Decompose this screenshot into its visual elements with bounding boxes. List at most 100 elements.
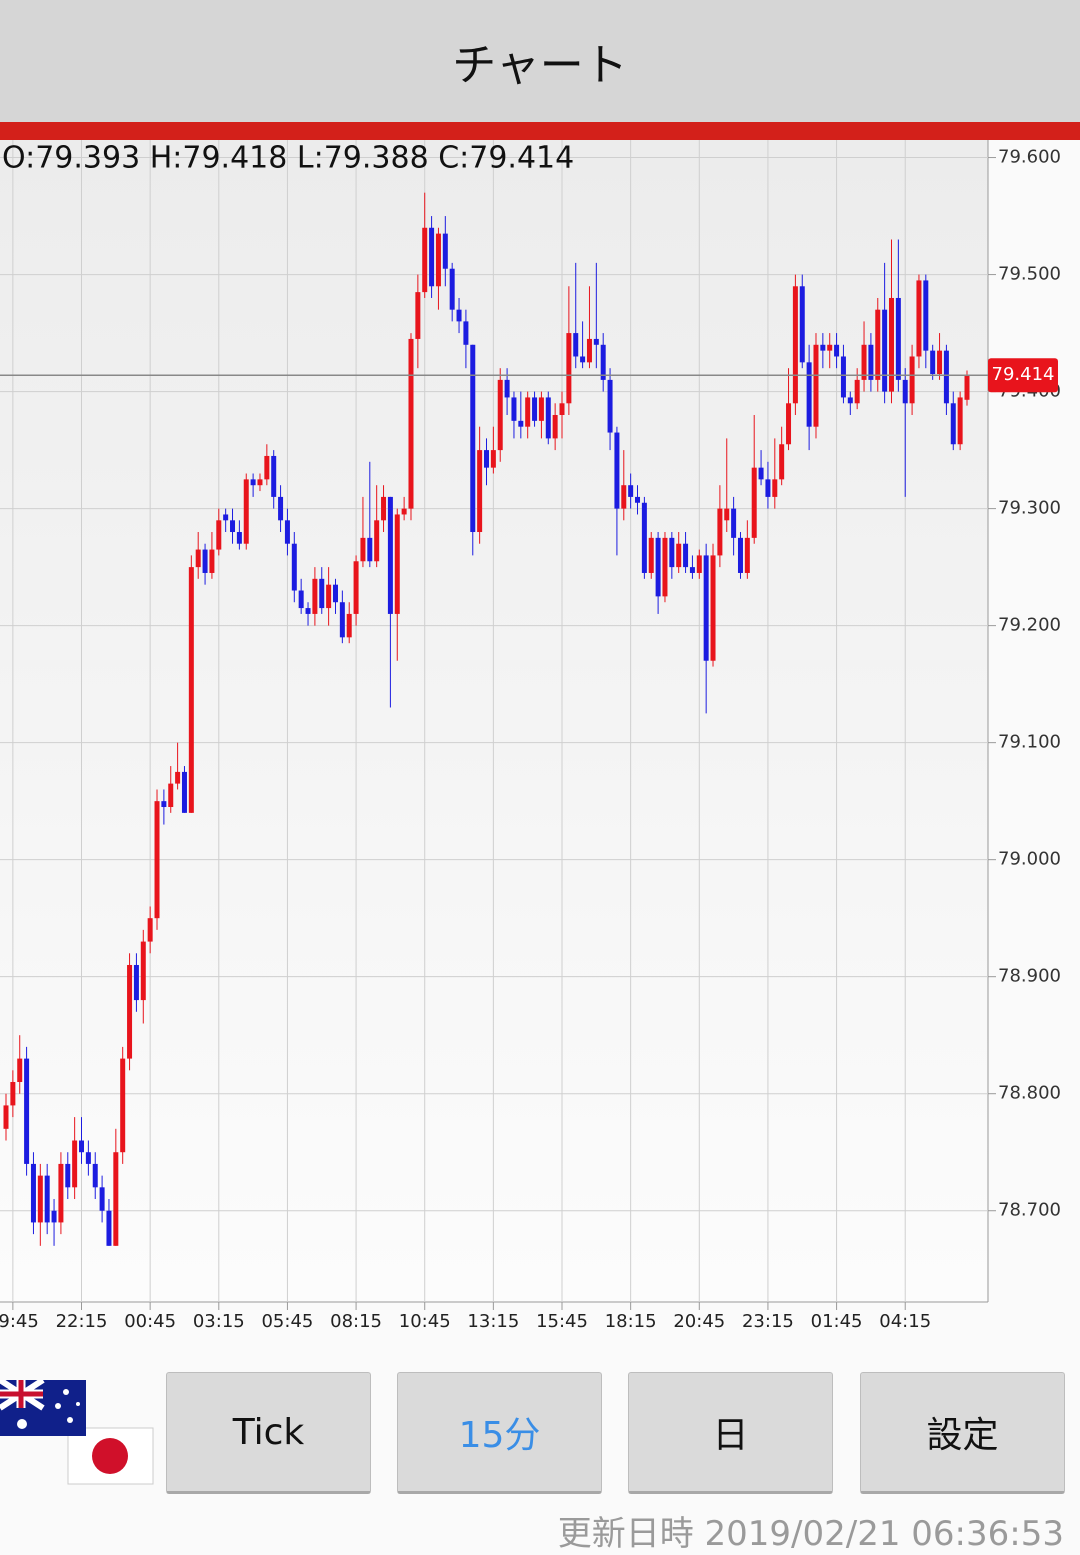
candle-body [65, 1163, 71, 1188]
update-time: 更新日時 2019/02/21 06:36:53 [558, 1506, 1064, 1555]
candle-body [484, 450, 489, 468]
candle-body [820, 344, 826, 351]
candle-body [779, 444, 785, 480]
candle-body [786, 403, 792, 445]
candle-body [161, 801, 167, 808]
au-flag-star [76, 1402, 80, 1406]
candle-body [799, 286, 805, 363]
header-bar [0, 122, 1080, 140]
candle-body [710, 555, 716, 661]
candle-body [875, 309, 881, 380]
candle-body [44, 1175, 50, 1223]
header: チャート [0, 0, 1080, 122]
candle-body [442, 233, 448, 269]
candle-body [408, 338, 414, 509]
candle-body [600, 344, 606, 380]
day-button[interactable]: 日 [628, 1372, 833, 1494]
candle-body [346, 613, 352, 638]
candle-body [607, 379, 613, 433]
candle-body [195, 549, 201, 568]
candle-body [168, 783, 174, 808]
axis-background [988, 140, 1080, 1302]
candle-body [964, 375, 970, 400]
candle-body [772, 479, 778, 497]
candle-body [30, 1163, 36, 1223]
candle-body [758, 467, 764, 480]
candle-body [387, 496, 393, 614]
y-tick-label: 79.200 [998, 615, 1061, 636]
candle-body [943, 350, 949, 404]
x-tick-label: 03:15 [193, 1311, 245, 1332]
au-flag-star [55, 1403, 61, 1409]
header-title: チャート [452, 40, 628, 91]
candle-body [635, 496, 641, 503]
candle-body [628, 485, 634, 497]
tick-button[interactable]: Tick [166, 1372, 371, 1494]
candle-body [655, 537, 661, 597]
candle-body [847, 397, 853, 404]
candle-body [17, 1058, 23, 1083]
candle-body [243, 479, 249, 544]
candle-body [868, 344, 874, 380]
candle-body [662, 537, 668, 597]
candle-body [422, 227, 428, 293]
au-flag-star [63, 1389, 69, 1395]
candle-body [113, 1152, 119, 1246]
candle-body [689, 567, 695, 573]
candle-body [230, 520, 236, 533]
candle-body [360, 537, 366, 562]
candle-body [72, 1140, 78, 1188]
candle-body [429, 227, 435, 287]
candle-body [744, 537, 750, 573]
update-timestamp: 2019/02/21 06:36:53 [704, 1514, 1064, 1554]
candle-body [284, 520, 290, 544]
candle-body [950, 403, 956, 445]
candle-body [147, 918, 153, 942]
candle-body [552, 414, 558, 439]
candle-body [861, 344, 867, 380]
x-tick-label: 13:15 [467, 1311, 519, 1332]
candle-body [532, 397, 538, 421]
candle-body [717, 508, 723, 556]
x-tick-label: 15:45 [536, 1311, 588, 1332]
candle-body [490, 450, 496, 468]
candle-body [133, 964, 139, 1001]
candle-body [209, 549, 215, 573]
candle-body [367, 537, 373, 562]
y-tick-label: 78.800 [998, 1083, 1061, 1104]
candle-body [696, 555, 702, 573]
currency-flags [0, 1380, 154, 1485]
candle-body [648, 537, 654, 573]
candle-body [257, 479, 263, 486]
candle-body [319, 578, 325, 609]
candle-body [834, 344, 840, 357]
candle-body [566, 333, 572, 404]
candle-body [916, 280, 922, 357]
candle-body [813, 344, 819, 427]
candle-body [703, 555, 709, 661]
candle-body [291, 543, 297, 591]
interval-button[interactable]: 15分 [397, 1372, 602, 1494]
x-tick-label: 23:15 [742, 1311, 794, 1332]
candle-body [181, 771, 187, 813]
candle-body [669, 537, 675, 568]
candle-body [37, 1175, 43, 1223]
candle-body [394, 514, 400, 614]
settings-button[interactable]: 設定 [860, 1372, 1065, 1494]
jp-flag [67, 1427, 154, 1485]
candle-body [463, 321, 469, 345]
y-tick-label: 79.000 [998, 849, 1061, 870]
candle-body [401, 508, 407, 515]
candle-body [79, 1140, 85, 1153]
candle-body [525, 397, 531, 427]
plot-background [0, 140, 988, 1302]
candle-body [888, 297, 894, 392]
x-tick-label: 19:45 [0, 1311, 39, 1332]
update-label: 更新日時 [557, 1514, 694, 1554]
x-tick-label: 10:45 [399, 1311, 451, 1332]
candle-body [854, 379, 860, 404]
candle-body [127, 964, 133, 1059]
x-tick-label: 20:45 [673, 1311, 725, 1332]
candle-body [188, 567, 194, 813]
candle-body [676, 543, 682, 568]
